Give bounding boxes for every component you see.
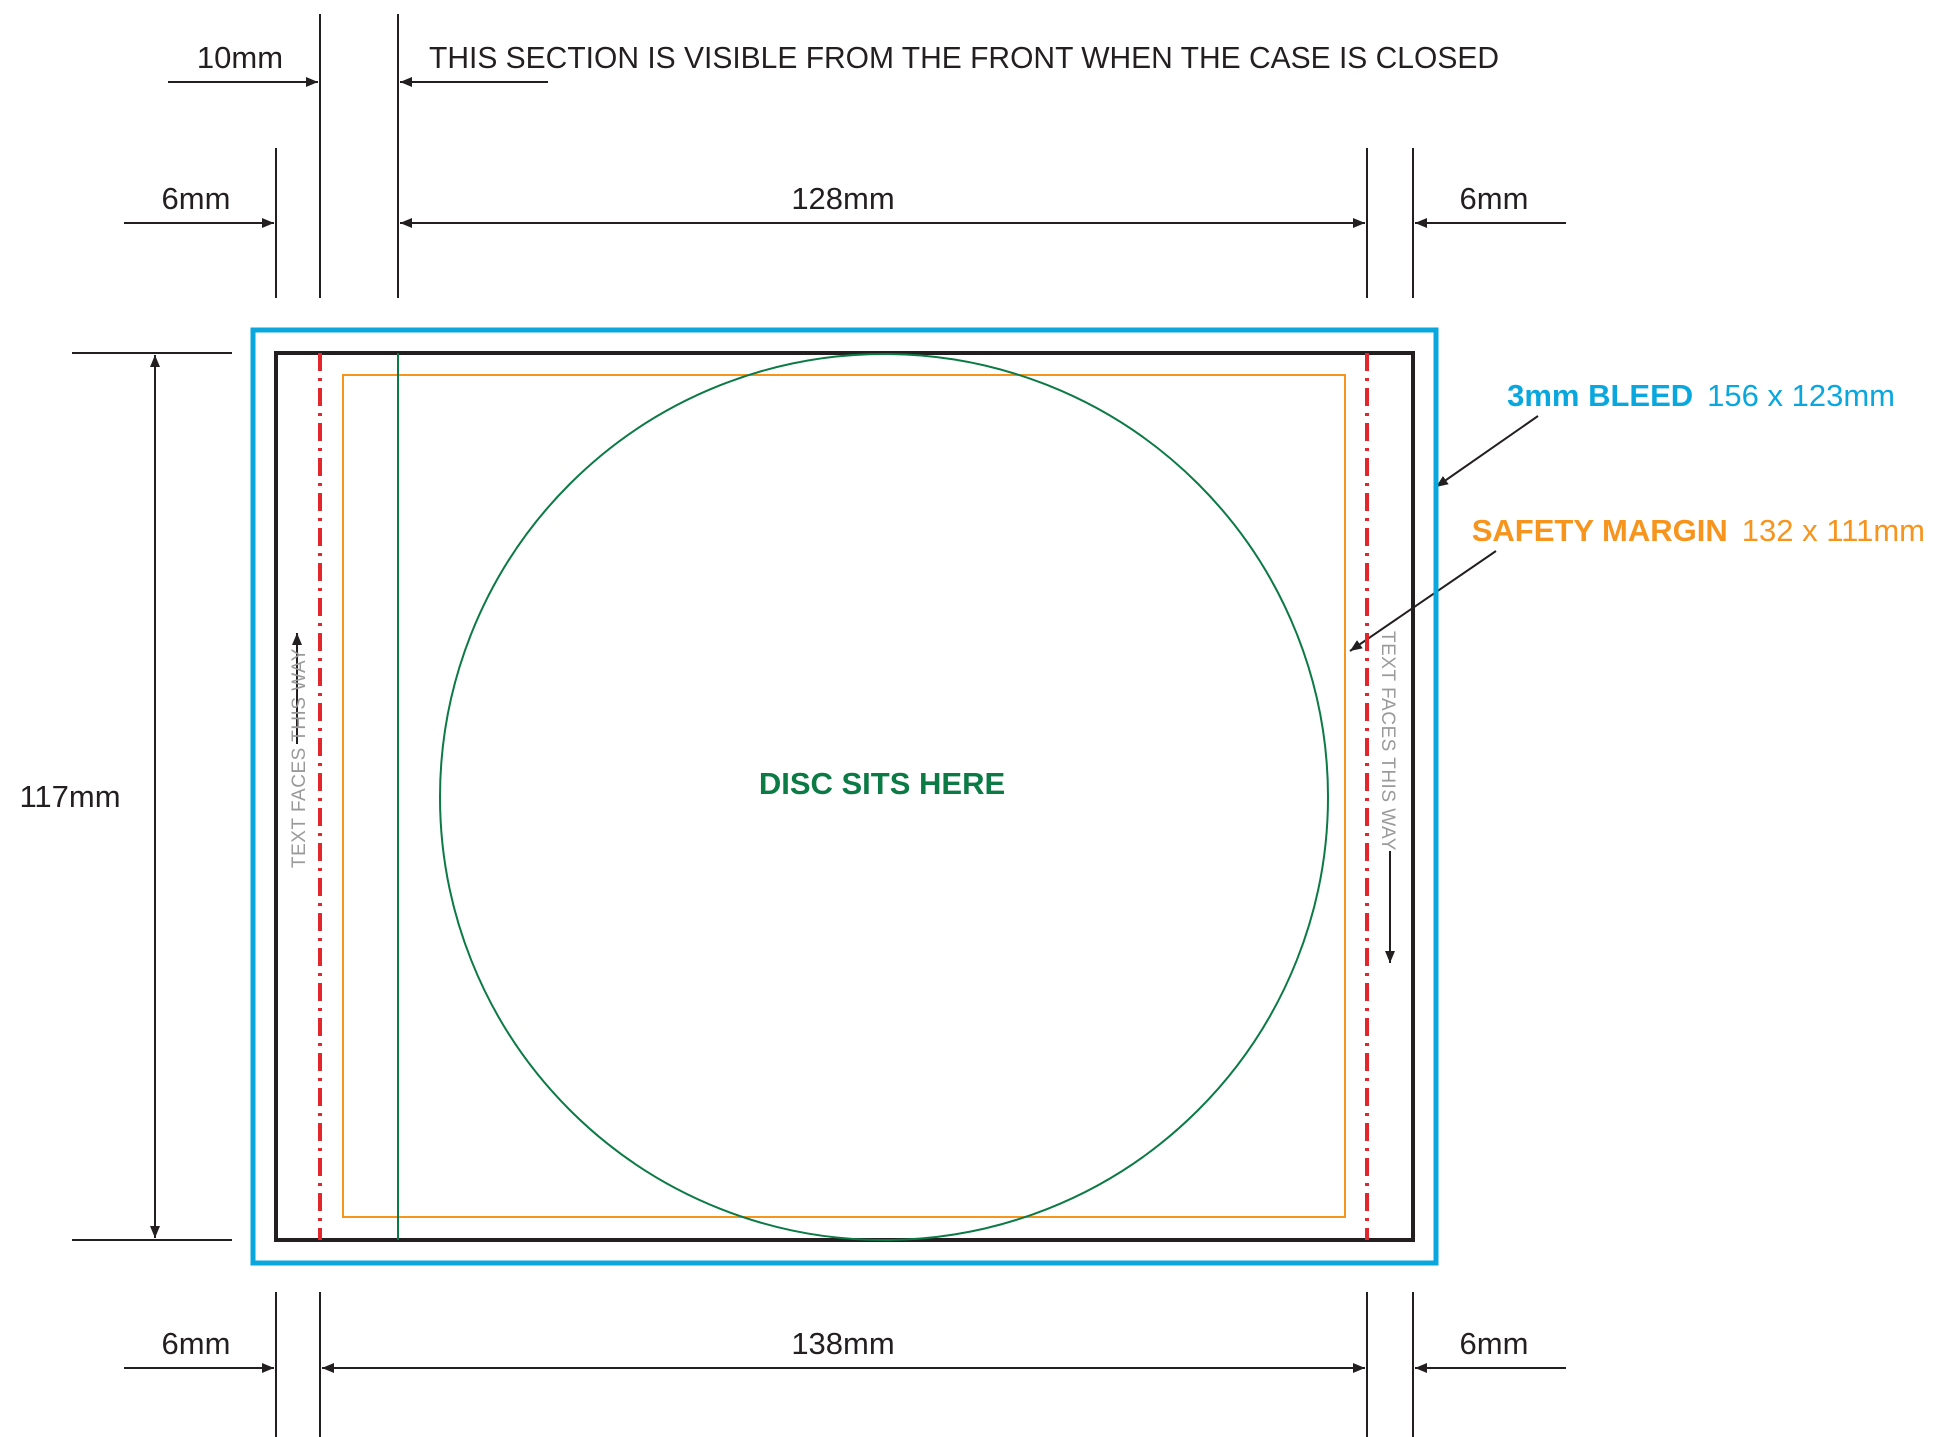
- arrow-bleed-pointer: [1435, 415, 1539, 488]
- label-6mm-bottom-right: 6mm: [1460, 1326, 1529, 1361]
- label-117mm: 117mm: [19, 779, 120, 814]
- label-safety-strong: SAFETY MARGIN: [1472, 513, 1728, 548]
- label-6mm-top-left: 6mm: [162, 181, 231, 216]
- arrow-safety-pointer: [1349, 550, 1497, 652]
- label-visible-section-note: THIS SECTION IS VISIBLE FROM THE FRONT W…: [429, 40, 1499, 75]
- label-safety-margin: SAFETY MARGIN 132 x 111mm: [1472, 513, 1925, 548]
- label-10mm: 10mm: [197, 40, 283, 75]
- disc-outline: [439, 353, 1329, 1241]
- label-bleed-strong: 3mm BLEED: [1507, 378, 1693, 413]
- label-disc-sits-here: DISC SITS HERE: [759, 766, 1005, 801]
- label-bleed-size: 156 x 123mm: [1707, 378, 1895, 413]
- label-text-faces-left: TEXT FACES THIS WAY: [289, 648, 310, 868]
- label-text-faces-right: TEXT FACES THIS WAY: [1377, 631, 1398, 851]
- bottom-guide-lines: [275, 1292, 1414, 1437]
- label-138mm: 138mm: [791, 1326, 894, 1361]
- trim-outline: [274, 351, 1415, 1242]
- top-guide-lines: [275, 14, 1414, 298]
- label-6mm-bottom-left: 6mm: [162, 1326, 231, 1361]
- label-bleed: 3mm BLEED 156 x 123mm: [1507, 378, 1895, 413]
- label-128mm: 128mm: [791, 181, 894, 216]
- safety-margin-outline: [342, 374, 1346, 1218]
- bleed-outline: [250, 327, 1439, 1266]
- dimension-arrows: [124, 77, 1566, 1373]
- text-direction-arrows: [292, 633, 1395, 963]
- fold-lines: [318, 353, 1369, 1240]
- label-safety-size: 132 x 111mm: [1742, 513, 1925, 548]
- left-guide-lines: [72, 352, 232, 1241]
- label-6mm-top-right: 6mm: [1460, 181, 1529, 216]
